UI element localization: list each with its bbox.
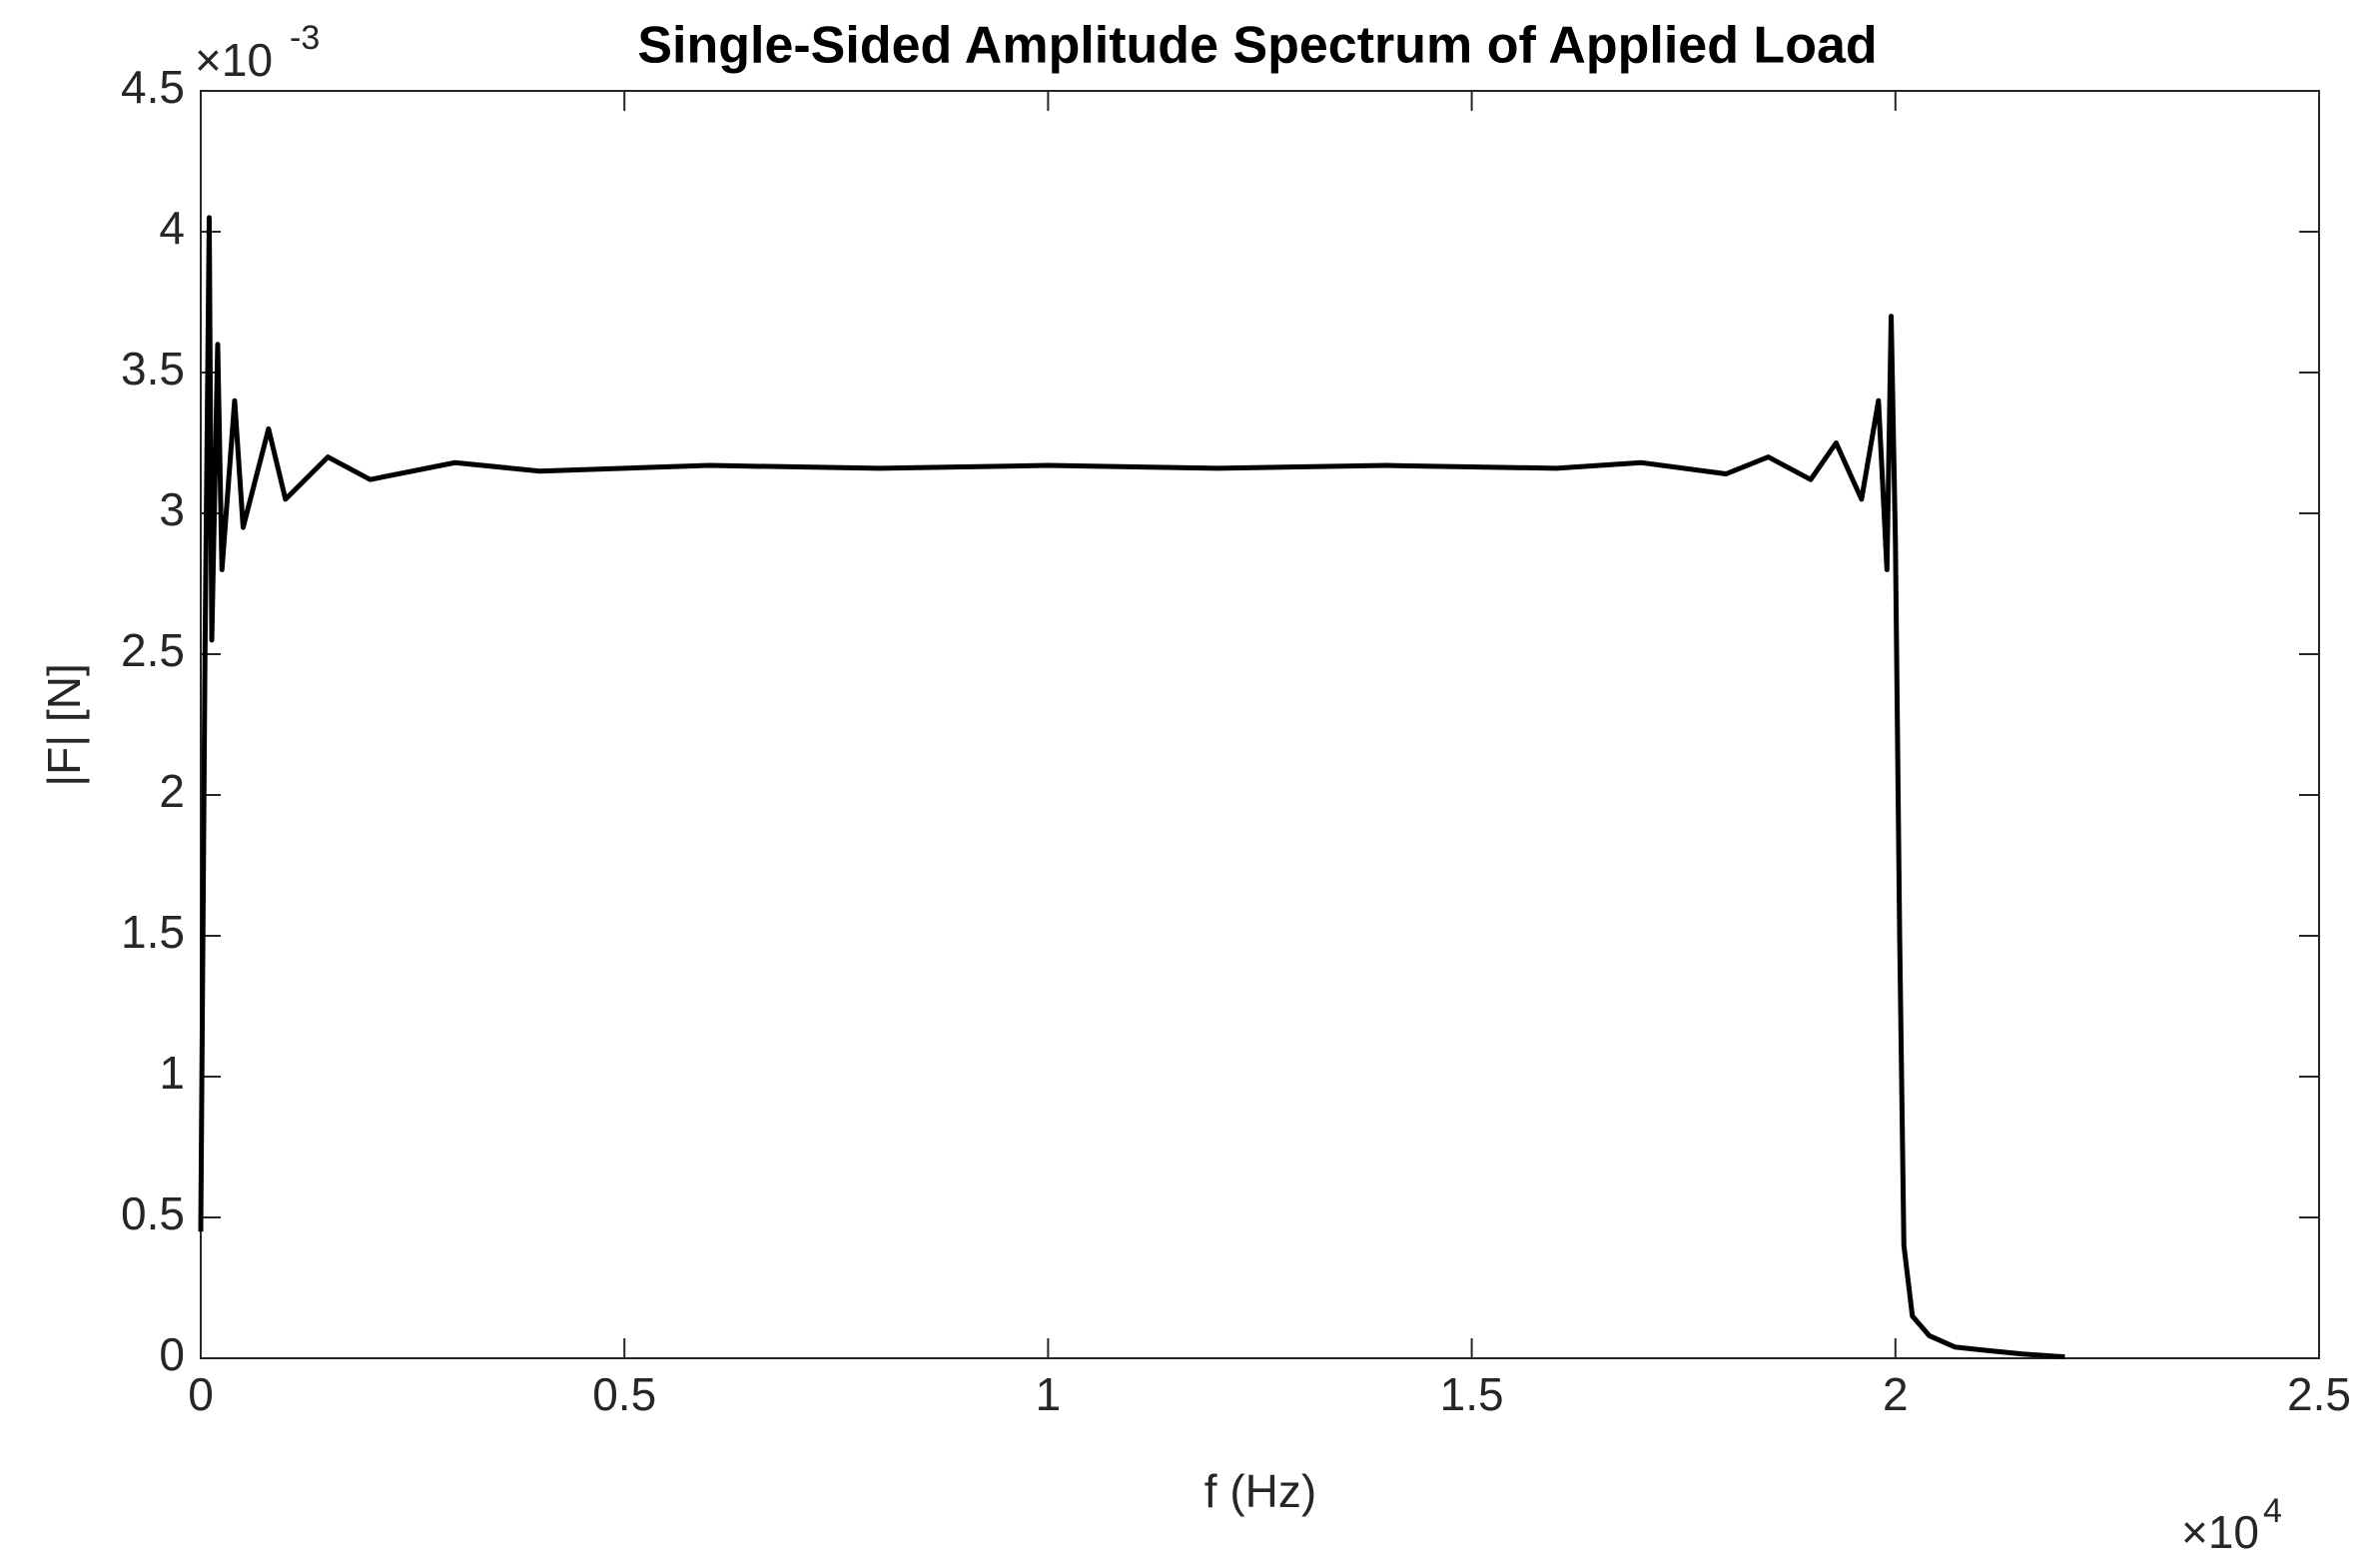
x-tick-label: 2 [1883,1368,1909,1420]
y-tick-label: 2 [159,765,185,817]
x-tick-label: 1.5 [1440,1368,1504,1420]
chart-title: Single-Sided Amplitude Spectrum of Appli… [637,17,1877,75]
y-tick-label: 3.5 [121,343,185,394]
spectrum-line [198,215,2065,1360]
x-tick-label: 0 [188,1368,214,1420]
y-tick-label: 2.5 [121,624,185,676]
x-tick-label: 0.5 [592,1368,656,1420]
y-tick-label: 1.5 [121,906,185,958]
y-tick-label: 1 [159,1047,185,1099]
y-tick-label: 0 [159,1328,185,1380]
y-tick-label: 4 [159,202,185,254]
y-exponent: -3 [290,19,320,57]
x-axis-label: f (Hz) [1204,1465,1316,1517]
y-tick-label: 4.5 [121,61,185,113]
y-tick-label: 0.5 [121,1187,185,1239]
plot-frame [200,90,2320,1359]
x-multiplier: ×10 [2181,1506,2259,1558]
x-tick-label: 2.5 [2287,1368,2351,1420]
y-tick-label: 3 [159,483,185,535]
y-axis-label: |F| [N] [38,663,90,787]
y-multiplier: ×10 [195,34,273,86]
x-exponent: 4 [2263,1492,2282,1530]
x-tick-label: 1 [1036,1368,1062,1420]
